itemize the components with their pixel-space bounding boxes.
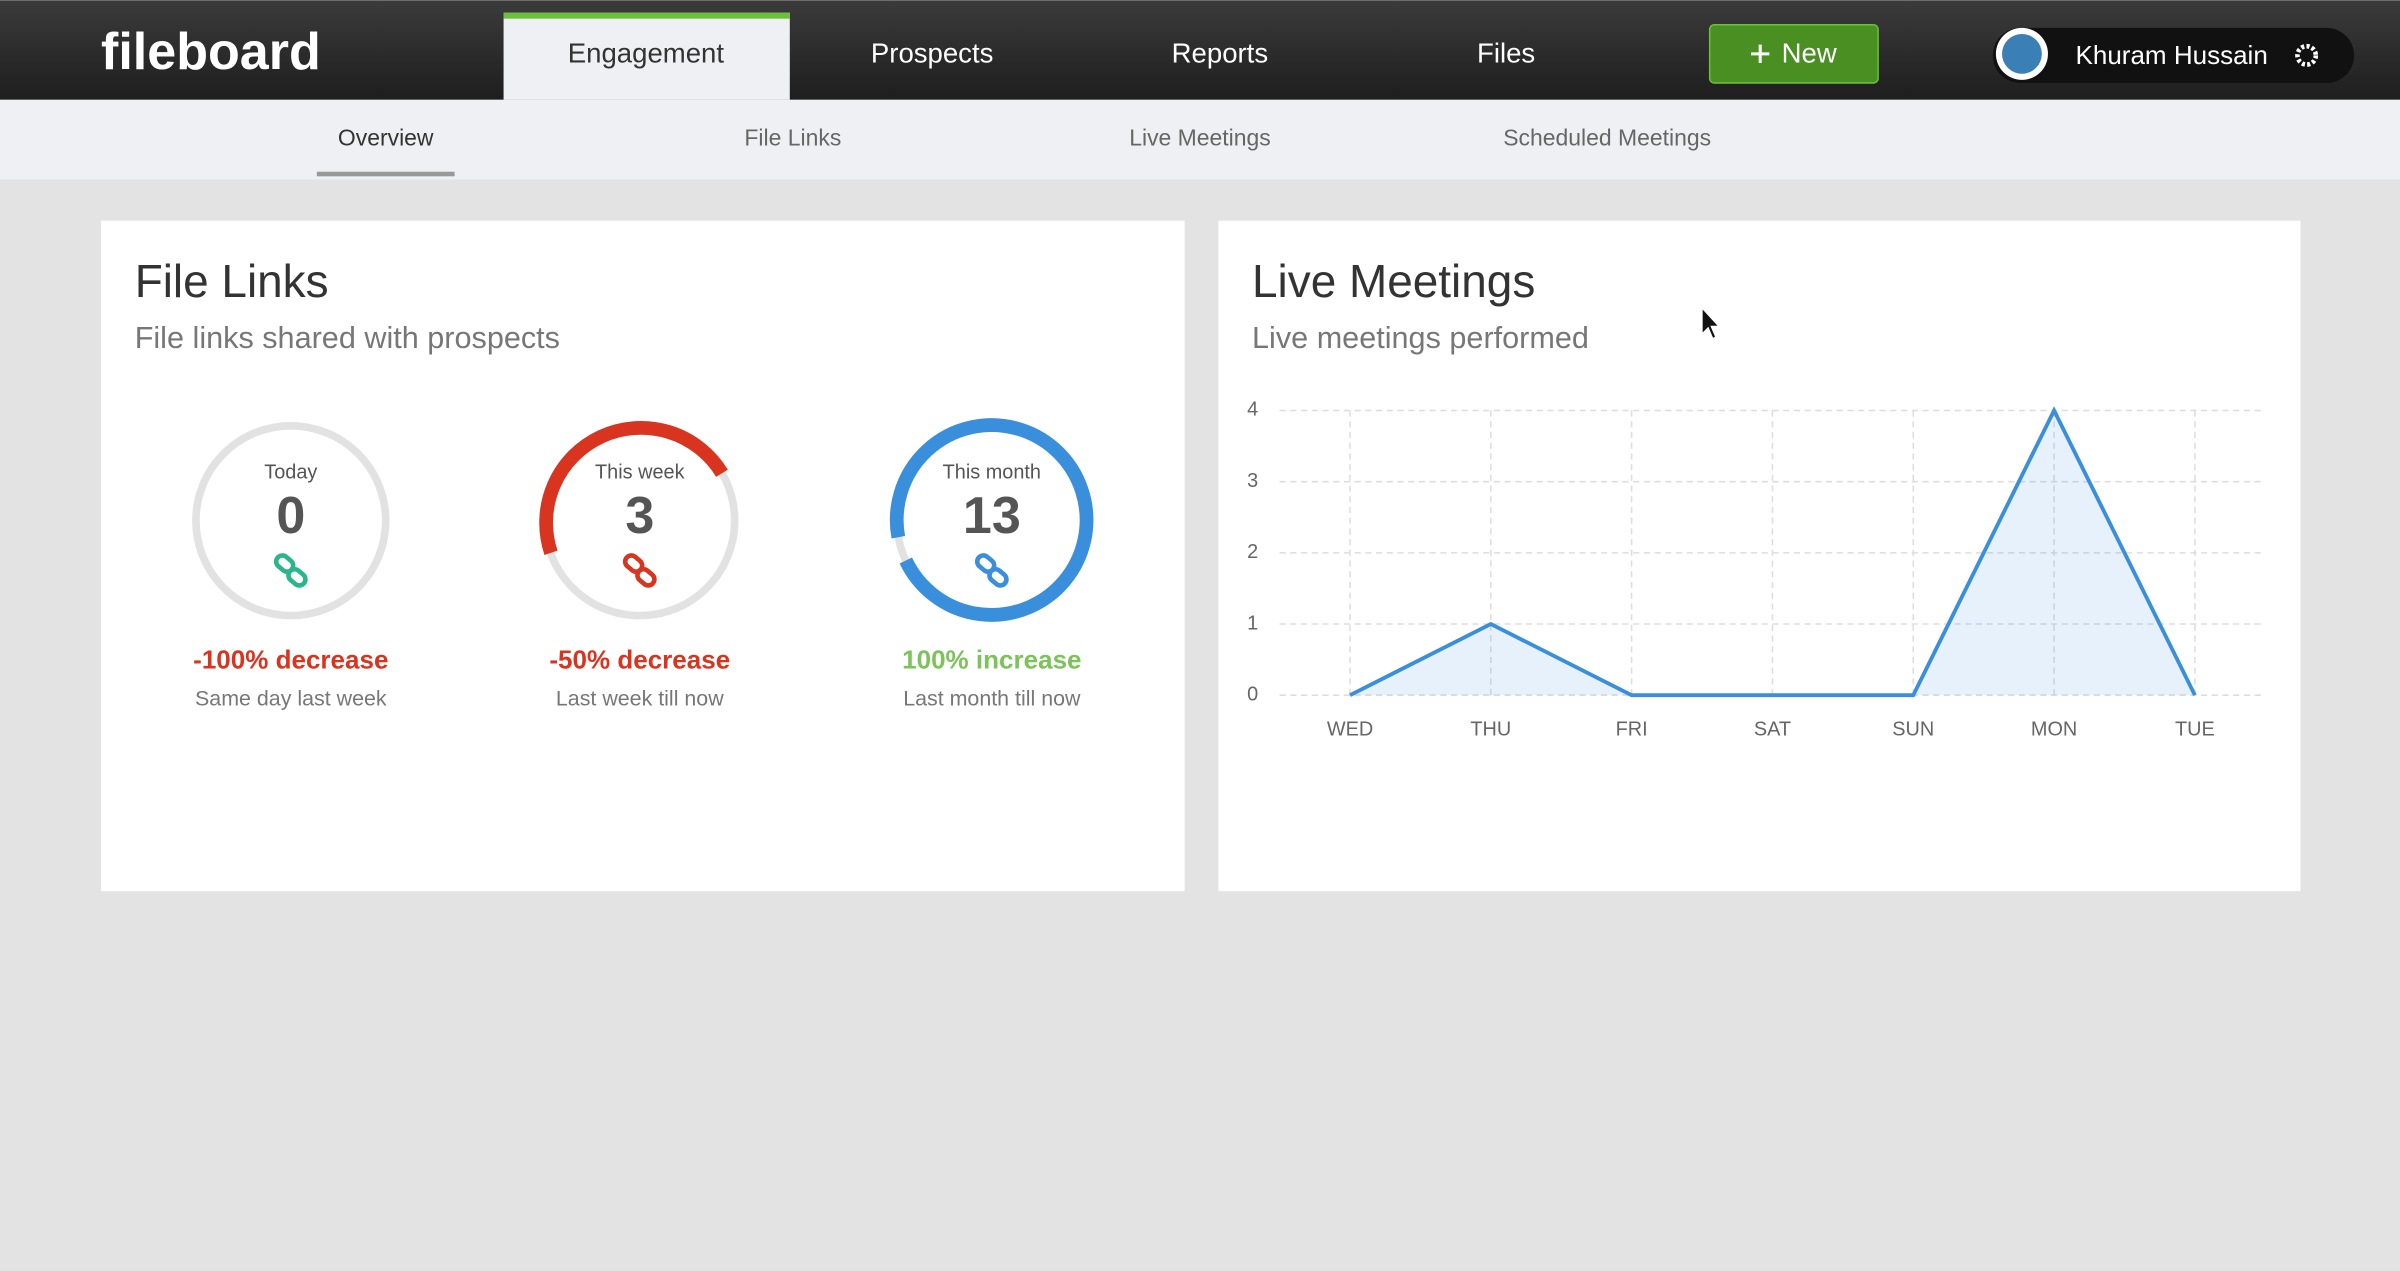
subnav-item[interactable]: Live Meetings: [1129, 125, 1271, 151]
stat-value: 13: [963, 487, 1021, 545]
stat-change: -50% decrease: [549, 644, 730, 674]
stat-change: 100% increase: [902, 644, 1081, 674]
ring-arc: [539, 420, 728, 556]
y-tick-label: 1: [1247, 612, 1258, 634]
live-meetings-card: [1218, 220, 2301, 892]
card-title: File Links: [135, 255, 329, 307]
x-tick-label: THU: [1470, 719, 1511, 741]
y-tick-label: 3: [1247, 470, 1258, 492]
stat-change: -100% decrease: [193, 644, 388, 674]
link-icon: [273, 553, 1009, 588]
user-name[interactable]: Khuram Hussain: [2076, 40, 2268, 70]
y-tick-label: 0: [1247, 683, 1258, 705]
x-tick-label: TUE: [2175, 719, 2215, 741]
tab[interactable]: Files: [1477, 38, 1535, 69]
stat-period: Same day last week: [195, 686, 387, 710]
gear-icon[interactable]: [2295, 43, 2319, 67]
card-title: Live Meetings: [1252, 255, 1535, 307]
subnav: [0, 99, 2400, 180]
active-tab-bar: [503, 12, 790, 19]
cursor: [1701, 306, 1721, 340]
logo[interactable]: fileboard: [101, 23, 321, 81]
active-tab: [503, 12, 790, 100]
x-tick-label: FRI: [1616, 719, 1648, 741]
ring-arc: [889, 418, 1094, 622]
stat-value: 0: [276, 487, 305, 545]
x-tick-label: WED: [1327, 719, 1373, 741]
subnav-item[interactable]: Overview: [338, 125, 434, 151]
stat-label: Today: [264, 462, 317, 484]
x-tick-label: MON: [2031, 719, 2077, 741]
card-subtitle: File links shared with prospects: [135, 321, 560, 355]
card-subtitle: Live meetings performed: [1252, 321, 1589, 355]
stat-period: Last month till now: [903, 686, 1081, 710]
tab[interactable]: Reports: [1172, 38, 1268, 69]
line: [1349, 406, 2197, 698]
user-menu[interactable]: [1992, 27, 2355, 83]
stat-period: Last week till now: [556, 686, 724, 710]
x-tick-label: SUN: [1892, 719, 1934, 741]
stat-label: This month: [943, 462, 1041, 484]
tab[interactable]: Engagement: [568, 38, 725, 69]
ring: [192, 421, 390, 620]
new-button-label[interactable]: New: [1782, 38, 1837, 69]
x-tick-label: SAT: [1754, 719, 1791, 741]
line-chart: 0 1 2 3 4 WED THU FRI SAT SUN MON TUE: [1247, 399, 2266, 741]
stat-value: 3: [625, 487, 654, 545]
subnav-item[interactable]: Scheduled Meetings: [1503, 125, 1711, 151]
stat-label: This week: [595, 462, 685, 484]
new-button[interactable]: [1708, 24, 1879, 84]
y-tick-label: 4: [1247, 399, 1258, 421]
area: [1350, 410, 2195, 696]
subnav-item[interactable]: File Links: [744, 125, 841, 151]
avatar-image: [2002, 33, 2042, 74]
tab[interactable]: Prospects: [871, 38, 993, 69]
plus-icon: [1751, 44, 1770, 64]
y-tick-label: 2: [1247, 541, 1258, 563]
subnav-underline: [316, 171, 455, 177]
